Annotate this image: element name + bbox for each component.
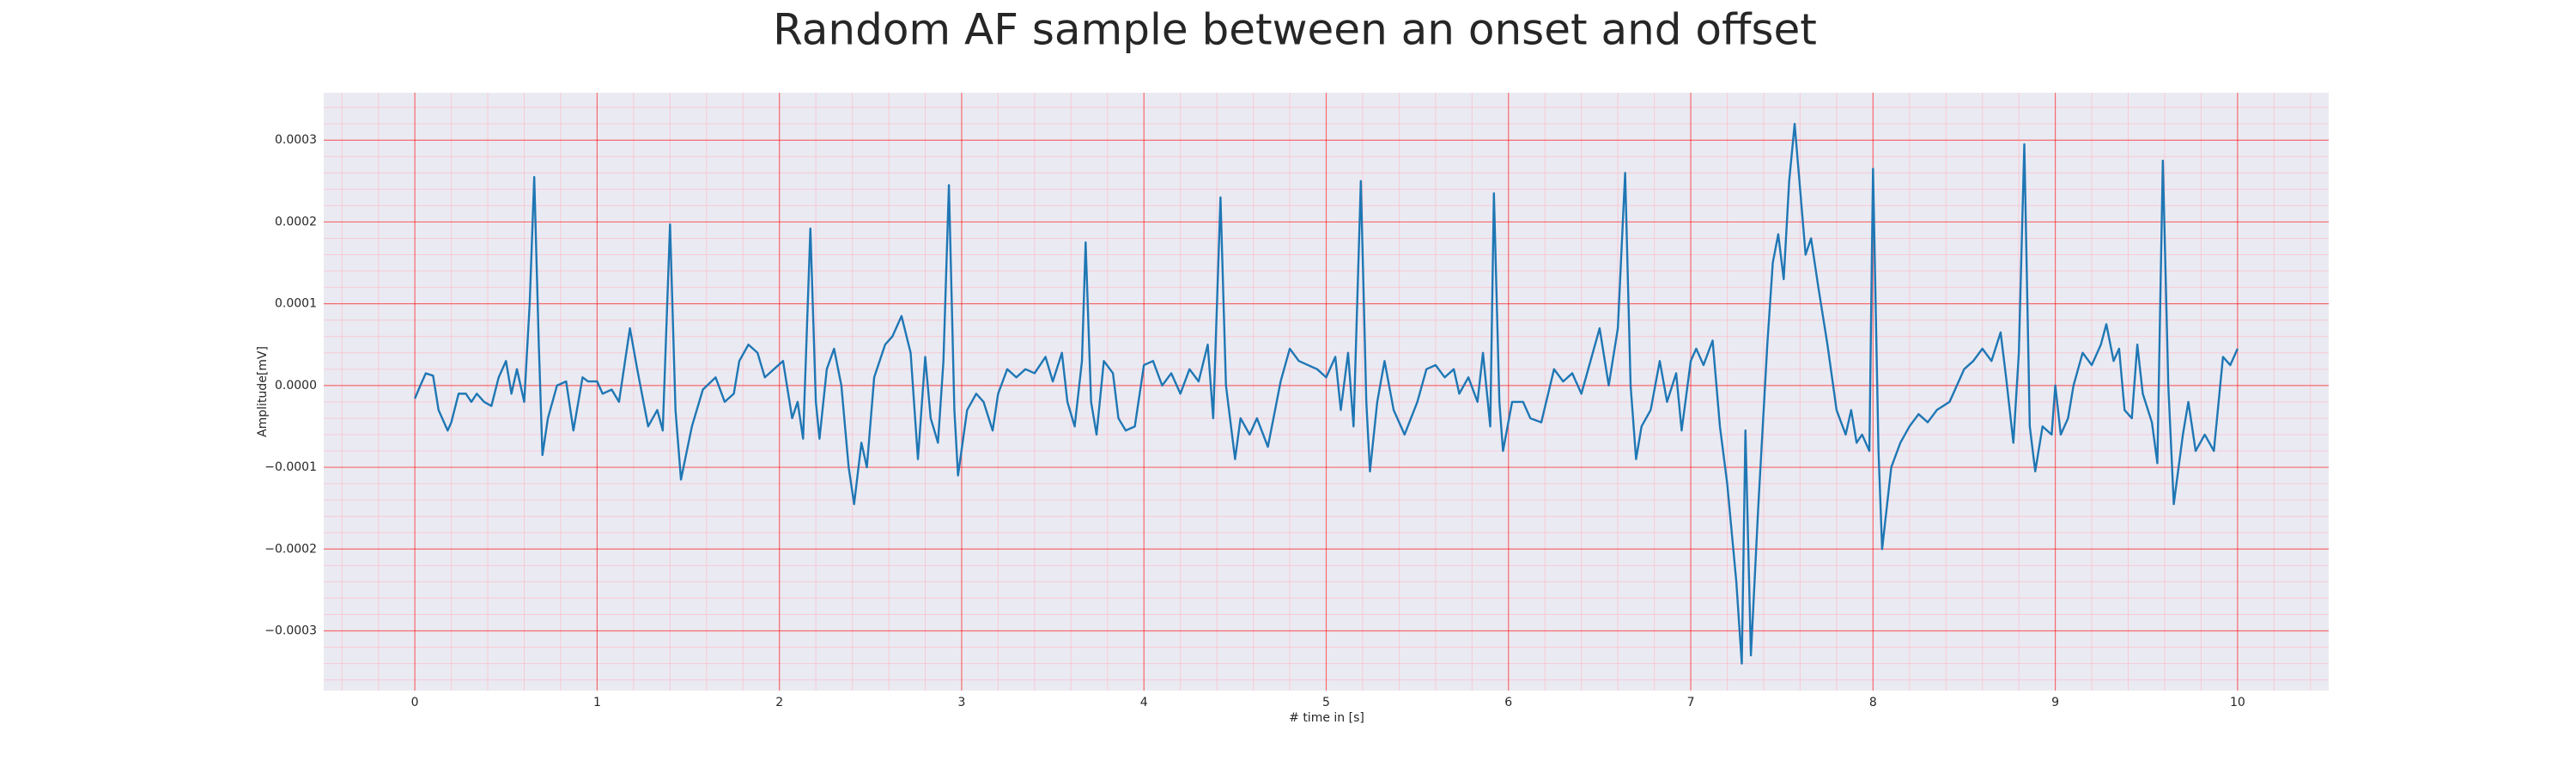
- y-tick-label: −0.0003: [264, 624, 317, 637]
- x-tick-label: 7: [1687, 696, 1695, 709]
- x-tick-label: 5: [1322, 696, 1330, 709]
- chart-title: Random AF sample between an onset and of…: [773, 5, 1817, 55]
- y-tick-label: −0.0001: [264, 460, 317, 474]
- x-tick-label: 0: [411, 696, 419, 709]
- x-axis-label: # time in [s]: [1289, 711, 1364, 725]
- y-tick-label: 0.0000: [275, 379, 317, 393]
- x-tick-label: 2: [775, 696, 783, 709]
- x-tick-label: 6: [1504, 696, 1512, 709]
- x-tick-label: 4: [1140, 696, 1148, 709]
- y-tick-label: 0.0003: [275, 133, 317, 147]
- y-axis-label: Amplitude[mV]: [256, 346, 270, 437]
- x-tick-label: 8: [1869, 696, 1877, 709]
- x-tick-label: 1: [593, 696, 601, 709]
- x-tick-label: 3: [957, 696, 965, 709]
- y-tick-label: −0.0002: [264, 542, 317, 556]
- y-tick-label: 0.0001: [275, 297, 317, 311]
- x-tick-label: 9: [2051, 696, 2059, 709]
- signal-line: [414, 122, 2239, 665]
- y-tick-label: 0.0002: [275, 215, 317, 228]
- x-tick-label: 10: [2230, 696, 2245, 709]
